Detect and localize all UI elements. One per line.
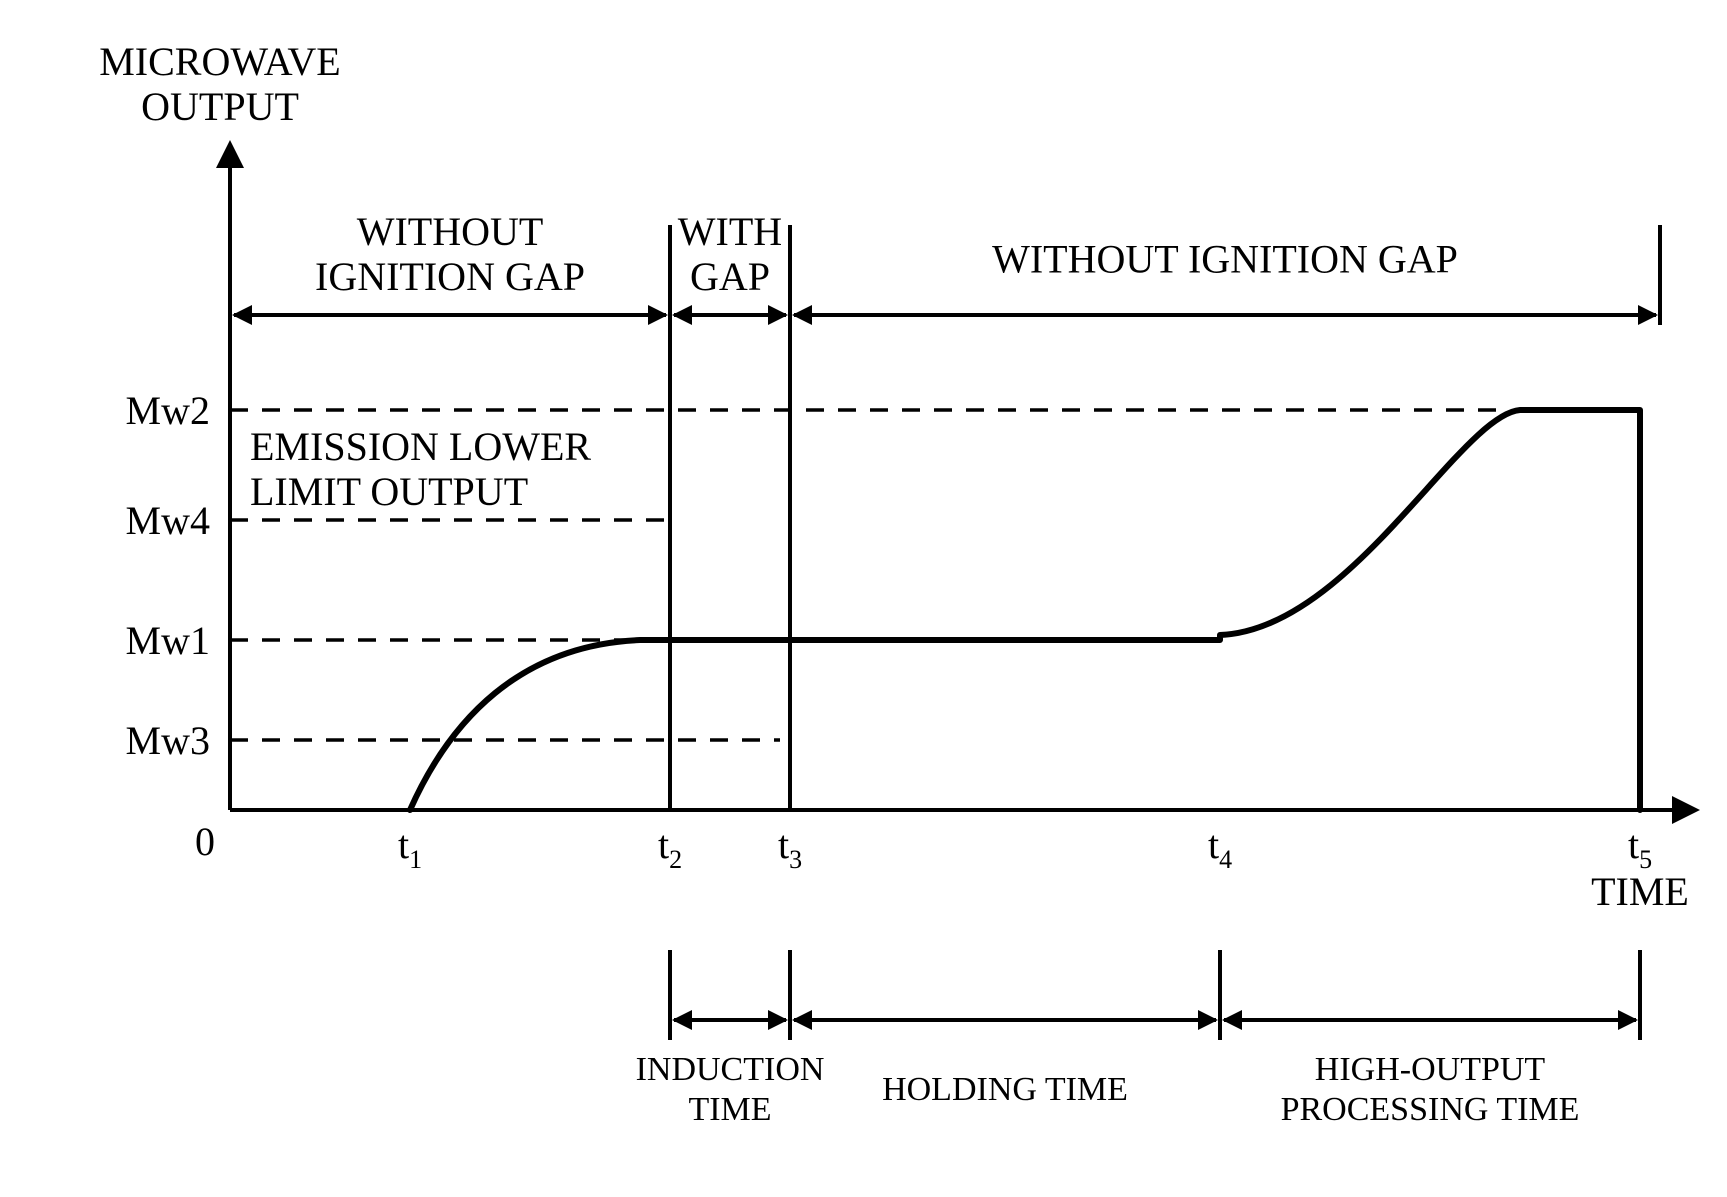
emission-label-1: EMISSION LOWER <box>250 424 591 469</box>
y-axis-label-2: OUTPUT <box>141 84 299 129</box>
bottom-label-induction-1: INDUCTION <box>636 1051 825 1088</box>
bottom-label-induction-2: TIME <box>688 1091 771 1128</box>
y-tick-label-Mw4: Mw4 <box>126 498 210 543</box>
y-tick-label-Mw2: Mw2 <box>126 388 210 433</box>
bottom-label-holding: HOLDING TIME <box>882 1071 1128 1108</box>
chart-bg <box>20 20 1727 1177</box>
x-axis-label: TIME <box>1591 869 1689 914</box>
y-tick-label-Mw1: Mw1 <box>126 618 210 663</box>
emission-label-2: LIMIT OUTPUT <box>250 469 528 514</box>
top-region-right: WITHOUT IGNITION GAP <box>992 237 1458 282</box>
top-region-left-2: IGNITION GAP <box>315 254 585 299</box>
y-tick-label-Mw3: Mw3 <box>126 718 210 763</box>
y-axis-label-1: MICROWAVE <box>99 39 341 84</box>
microwave-output-diagram: MICROWAVEOUTPUT TIME 0 Mw3 Mw1 Mw4 Mw2 EMISSION… <box>20 20 1727 1177</box>
bottom-label-high-1: HIGH-OUTPUT <box>1315 1051 1546 1088</box>
top-region-mid-2: GAP <box>690 254 770 299</box>
top-region-mid-1: WITH <box>678 209 782 254</box>
origin-label: 0 <box>195 819 215 864</box>
bottom-label-high-2: PROCESSING TIME <box>1281 1091 1580 1128</box>
top-region-left-1: WITHOUT <box>357 209 544 254</box>
